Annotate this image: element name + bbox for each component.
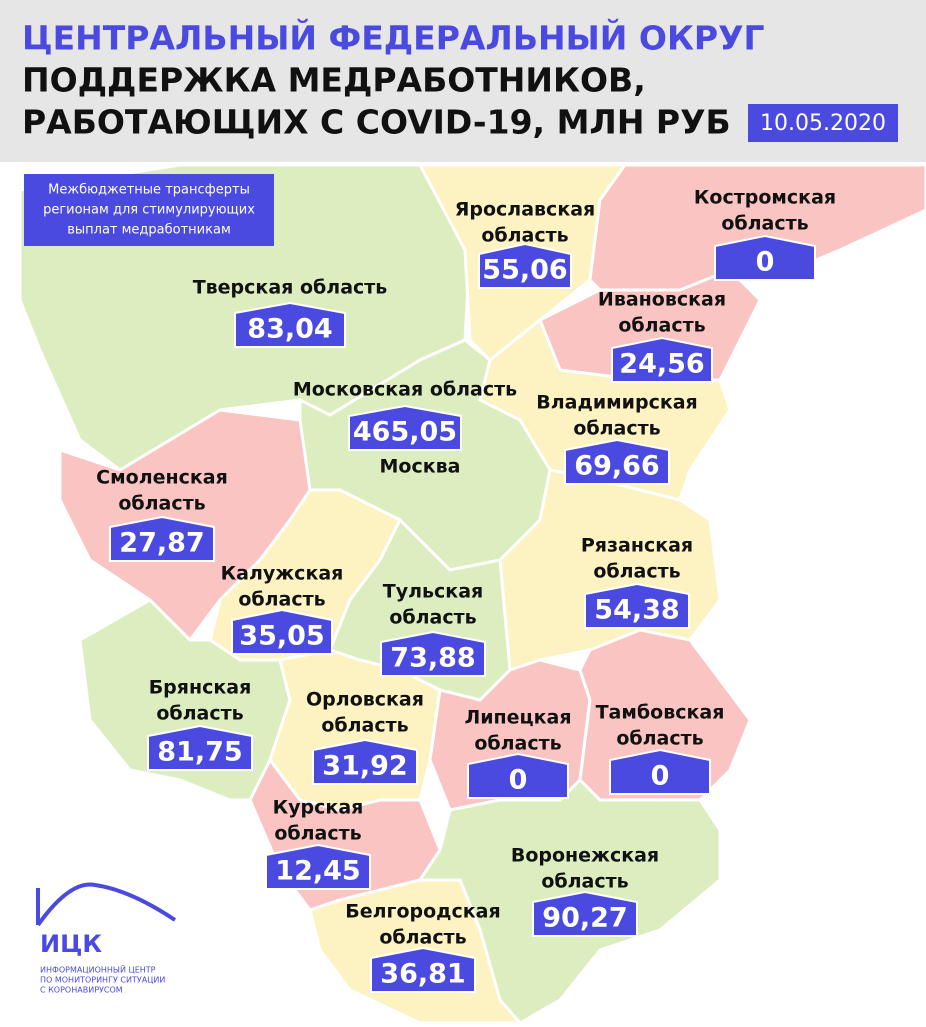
- region-name: область: [118, 493, 205, 515]
- region-value: 0: [509, 765, 528, 796]
- logo-text: С КОРОНАВИРУСОМ: [40, 986, 123, 995]
- value-badge: [348, 404, 462, 451]
- value-badge: [234, 301, 346, 348]
- region-name: область: [541, 871, 628, 893]
- logo: ИЦК ИНФОРМАЦИОННЫЙ ЦЕНТР ПО МОНИТОРИНГУ …: [36, 882, 177, 995]
- region-name: Тверская область: [193, 277, 388, 299]
- region-value: 55,06: [482, 255, 567, 286]
- value-badge: [147, 724, 253, 771]
- value-badge: [478, 242, 572, 289]
- region-value: 465,05: [353, 417, 457, 448]
- region-name: область: [274, 823, 361, 845]
- value-badge: [611, 336, 713, 383]
- value-badge: [714, 234, 816, 281]
- region-name: область: [616, 728, 703, 750]
- region-value: 27,87: [119, 528, 204, 559]
- title: ПОДДЕРЖКА МЕДРАБОТНИКОВ,: [22, 61, 646, 100]
- region-value: 54,38: [594, 595, 679, 626]
- region-name: область: [156, 703, 243, 725]
- region-name: область: [618, 315, 705, 337]
- value-badge: [231, 608, 333, 655]
- value-badge: [380, 630, 486, 677]
- logo-text: ИНФОРМАЦИОННЫЙ ЦЕНТР: [40, 964, 156, 975]
- region-name: Владимирская: [536, 392, 698, 414]
- region-value: 35,05: [239, 621, 324, 652]
- region-value: 69,66: [574, 451, 659, 482]
- region-name: Костромская: [694, 187, 836, 209]
- region-name: область: [593, 561, 680, 583]
- value-badge: [265, 843, 371, 890]
- title: РАБОТАЮЩИХ С COVID-19, МЛН РУБ: [22, 103, 731, 142]
- logo-abbr: ИЦК: [40, 930, 102, 958]
- region-name: область: [474, 733, 561, 755]
- region-name: Ярославская: [455, 199, 596, 221]
- region-name: Калужская: [221, 563, 344, 585]
- region-value: 36,81: [380, 959, 465, 990]
- region-name: Липецкая: [464, 707, 571, 729]
- value-badge: [109, 515, 215, 562]
- region-name: область: [379, 927, 466, 949]
- logo-text: ПО МОНИТОРИНГУ СИТУАЦИИ: [40, 976, 165, 985]
- value-badge: [532, 890, 638, 937]
- value-badge: [312, 738, 418, 785]
- region-value: 73,88: [390, 643, 475, 674]
- title: ЦЕНТРАЛЬНЫЙ ФЕДЕРАЛЬНЫЙ ОКРУГ: [22, 18, 765, 58]
- region-value: 24,56: [619, 349, 704, 380]
- region-name: Тульская: [383, 581, 483, 603]
- region-name: Орловская: [306, 689, 424, 711]
- region-name: область: [389, 607, 476, 629]
- note: выплат медработникам: [67, 223, 231, 238]
- region-name: Смоленская: [96, 467, 228, 489]
- value-badge: [584, 582, 690, 629]
- note-box: [24, 174, 274, 246]
- region-name: Курская: [273, 797, 364, 819]
- note: Межбюджетные трансферты: [48, 183, 250, 198]
- region-name: область: [481, 225, 568, 247]
- region-name: Брянская: [149, 677, 252, 699]
- region-value: 12,45: [275, 856, 360, 887]
- region-name: Ивановская: [598, 289, 726, 311]
- region-value: 0: [756, 247, 775, 278]
- city-label: Москва: [380, 456, 461, 478]
- region-name: Московская область: [293, 379, 517, 401]
- value-badge: [467, 752, 569, 799]
- region-value: 90,27: [542, 903, 627, 934]
- value-badge: [609, 748, 711, 795]
- region-name: Воронежская: [511, 845, 659, 867]
- value-badge: [370, 946, 476, 993]
- region-name: область: [238, 589, 325, 611]
- note: регионам для стимулирующих: [43, 203, 255, 218]
- date-box: [748, 104, 898, 142]
- region-value: 81,75: [157, 737, 242, 768]
- region-name: Рязанская: [581, 535, 693, 557]
- region-value: 0: [651, 761, 670, 792]
- region-name: область: [721, 213, 808, 235]
- region-name: область: [321, 715, 408, 737]
- date: 10.05.2020: [760, 111, 886, 136]
- region-name: Тамбовская: [596, 702, 725, 724]
- value-badge: [564, 438, 670, 485]
- region-name: Белгородская: [345, 901, 500, 923]
- region-value: 83,04: [247, 314, 332, 345]
- region-name: область: [573, 418, 660, 440]
- region-value: 31,92: [322, 751, 407, 782]
